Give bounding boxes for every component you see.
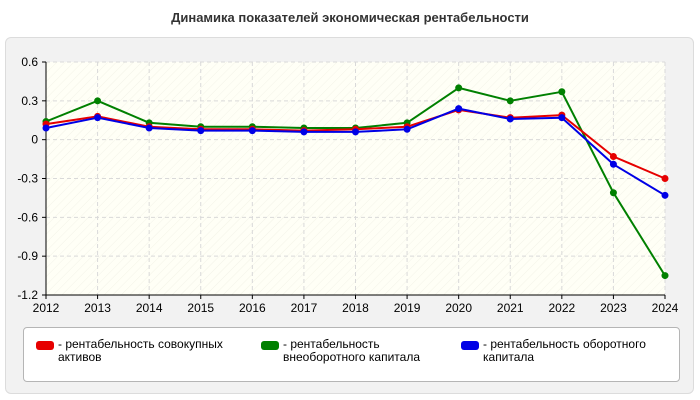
- legend-item-fixed-capital: - рентабельность внеоборотного капитала: [261, 338, 453, 364]
- x-tick-label: 2024: [652, 301, 679, 315]
- x-tick-label: 2023: [600, 301, 627, 315]
- series-point-2: [455, 84, 463, 92]
- series-point-3: [197, 127, 205, 135]
- series-point-1: [661, 175, 669, 182]
- x-tick-label: 2014: [136, 301, 163, 315]
- series-point-2: [661, 272, 669, 280]
- legend-swatch-working-capital: [461, 341, 479, 350]
- x-tick-label: 2019: [394, 301, 421, 315]
- x-tick-label: 2021: [497, 301, 524, 315]
- x-tick-label: 2015: [187, 301, 214, 315]
- legend-item-working-capital: - рентабельность оборотного капитала: [461, 338, 683, 364]
- y-tick-label: 0: [31, 133, 38, 147]
- legend-label-total-assets: - рентабельность совокупных активов: [58, 337, 223, 364]
- series-point-3: [609, 160, 617, 168]
- y-tick-label: -1.2: [17, 288, 38, 302]
- series-point-3: [506, 115, 514, 123]
- series-point-2: [609, 189, 617, 197]
- legend-label-fixed-capital: - рентабельность внеоборотного капитала: [283, 337, 420, 364]
- series-point-3: [300, 128, 308, 136]
- y-tick-label: -0.9: [17, 249, 38, 263]
- series-point-2: [94, 97, 102, 105]
- series-point-2: [558, 88, 566, 96]
- series-layer: [42, 84, 669, 280]
- x-tick-label: 2020: [445, 301, 472, 315]
- chart-title: Динамика показателей экономическая рента…: [171, 10, 529, 25]
- x-tick-label: 2018: [342, 301, 369, 315]
- legend: - рентабельность совокупных активов - ре…: [23, 327, 680, 382]
- y-tick-label: -0.6: [17, 210, 38, 224]
- legend-item-total-assets: - рентабельность совокупных активов: [36, 338, 248, 364]
- legend-label-working-capital: - рентабельность оборотного капитала: [483, 337, 646, 364]
- y-tick-label: -0.3: [17, 172, 38, 186]
- series-point-3: [248, 127, 256, 135]
- series-point-3: [352, 128, 359, 136]
- series-point-3: [145, 124, 153, 132]
- series-point-3: [661, 191, 669, 199]
- x-tick-label: 2017: [291, 301, 318, 315]
- x-tick-label: 2012: [33, 301, 60, 315]
- x-tick-label: 2022: [548, 301, 575, 315]
- axis-layer: [42, 61, 666, 299]
- x-tick-label: 2016: [239, 301, 266, 315]
- legend-swatch-fixed-capital: [261, 341, 279, 350]
- y-tick-label: 0.3: [21, 94, 38, 108]
- series-point-3: [403, 125, 411, 133]
- series-point-1: [609, 152, 617, 160]
- series-point-3: [558, 114, 566, 122]
- series-point-2: [506, 97, 514, 105]
- series-point-3: [42, 124, 50, 132]
- series-point-3: [94, 114, 102, 122]
- x-tick-label: 2013: [84, 301, 111, 315]
- legend-swatch-total-assets: [36, 341, 54, 350]
- y-tick-label: 0.6: [21, 55, 38, 69]
- series-point-3: [455, 105, 463, 113]
